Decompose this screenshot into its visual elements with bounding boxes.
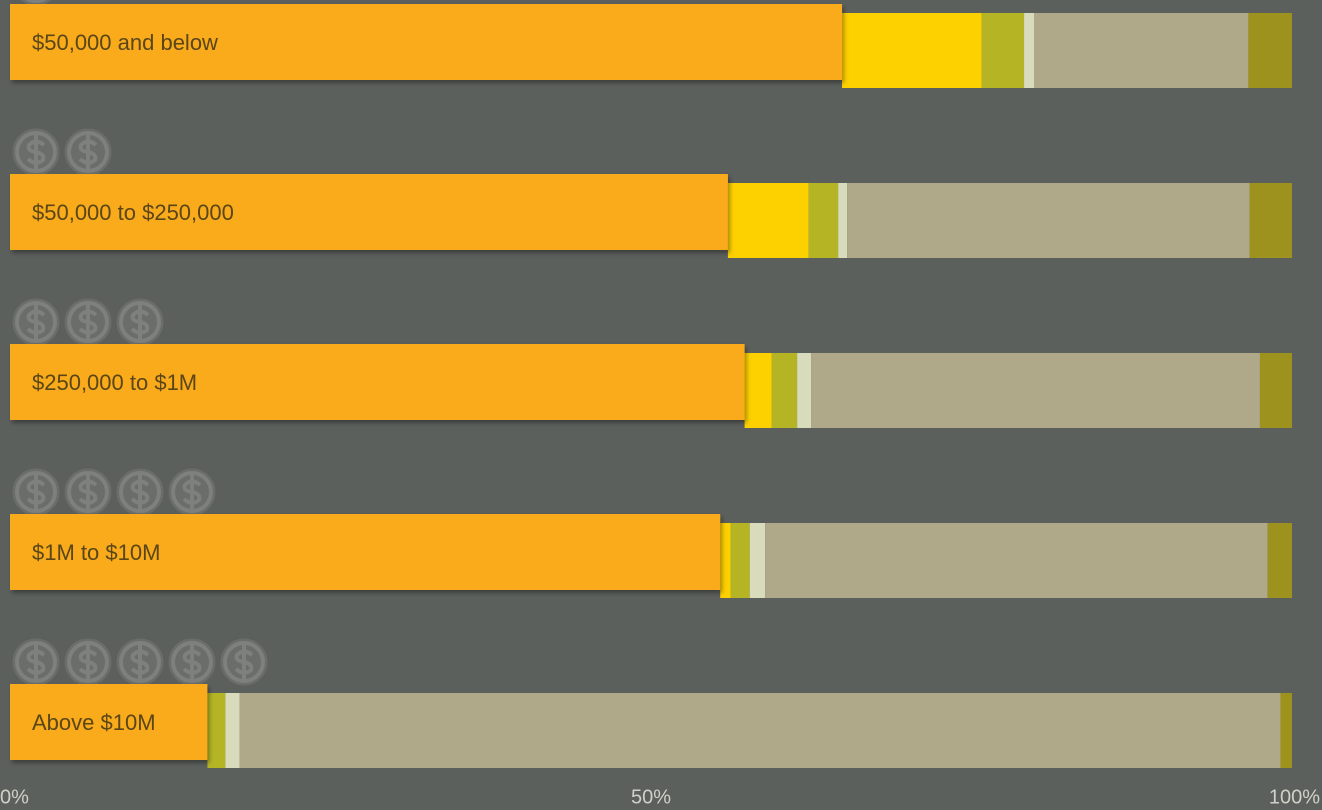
bar-segment	[1280, 693, 1292, 768]
coin-ring	[15, 301, 57, 343]
bar-segment	[730, 523, 750, 598]
bar-segment	[239, 693, 1281, 768]
coin-icon	[61, 635, 115, 689]
coin-symbol	[26, 305, 46, 339]
coin-icon	[217, 635, 271, 689]
coin-symbol	[78, 305, 98, 339]
coin-ring	[223, 641, 265, 683]
coin-ring	[119, 641, 161, 683]
coin-icon	[165, 635, 219, 689]
bar-segment	[842, 13, 982, 88]
bar-segment	[10, 514, 721, 590]
bar-segment	[797, 353, 812, 428]
category-label: Above $10M	[32, 710, 156, 735]
coin-icon	[61, 295, 115, 349]
coin-symbol	[130, 475, 150, 509]
bar-segment	[1034, 13, 1249, 88]
coin-icon	[9, 465, 63, 519]
coin-icon	[61, 465, 115, 519]
bar-segment	[727, 183, 809, 258]
coin-symbol	[78, 475, 98, 509]
x-tick-label: 50%	[631, 786, 671, 808]
coin-ring	[67, 131, 109, 173]
bar-segment	[1267, 523, 1292, 598]
bar-segment	[808, 183, 839, 258]
coin-ring	[25, 0, 47, 3]
bar-segment	[1024, 13, 1035, 88]
bar-segment	[981, 13, 1025, 88]
coin-symbol	[26, 135, 46, 169]
coin-icon	[9, 635, 63, 689]
category-label: $1M to $10M	[32, 540, 160, 565]
coin-ring	[119, 301, 161, 343]
bar-segment	[720, 523, 731, 598]
bar-segment	[749, 523, 766, 598]
coin-icons	[9, 0, 271, 689]
coin-symbol	[130, 305, 150, 339]
bar-segment	[10, 4, 843, 80]
bar-segment	[10, 174, 728, 250]
x-tick-label: 100%	[1269, 786, 1320, 808]
category-label: $50,000 to $250,000	[32, 200, 234, 225]
bar-segment	[10, 684, 208, 760]
coin-ring	[67, 641, 109, 683]
bar-segment	[847, 183, 1250, 258]
bar-segment	[838, 183, 848, 258]
bar-segment	[1249, 183, 1292, 258]
bar-segment	[811, 353, 1260, 428]
bar-segment	[765, 523, 1268, 598]
coin-ring	[171, 641, 213, 683]
coin-icon	[9, 125, 63, 179]
x-tick-label: 0%	[0, 786, 29, 808]
coin-ring	[67, 471, 109, 513]
bar-segment	[1259, 353, 1292, 428]
coin-ring	[171, 471, 213, 513]
coin-icon	[61, 125, 115, 179]
coin-icon	[9, 295, 63, 349]
bars: $50,000 and below $50,000 to $250,000 $250…	[10, 4, 1292, 768]
bar-segment	[744, 353, 772, 428]
coin-symbol	[234, 645, 254, 679]
coin-symbol	[78, 135, 98, 169]
category-label: $50,000 and below	[32, 30, 218, 55]
bar-segment	[225, 693, 240, 768]
coin-symbol	[26, 645, 46, 679]
coin-ring	[119, 471, 161, 513]
coin-symbol	[182, 645, 202, 679]
coin-symbol	[130, 645, 150, 679]
bar-segment	[1248, 13, 1292, 88]
coin-ring	[67, 301, 109, 343]
coin-symbol	[26, 475, 46, 509]
bar-segment	[771, 353, 798, 428]
coin-icon	[113, 635, 167, 689]
coin-symbol	[182, 475, 202, 509]
category-label: $250,000 to $1M	[32, 370, 197, 395]
coin-ring	[15, 131, 57, 173]
coin-icon	[113, 465, 167, 519]
coin-icon	[113, 295, 167, 349]
coin-icon	[165, 465, 219, 519]
coin-ring	[15, 641, 57, 683]
coin-ring	[15, 471, 57, 513]
bar-segment	[10, 344, 745, 420]
bar-segment	[207, 693, 226, 768]
coin-symbol	[78, 645, 98, 679]
